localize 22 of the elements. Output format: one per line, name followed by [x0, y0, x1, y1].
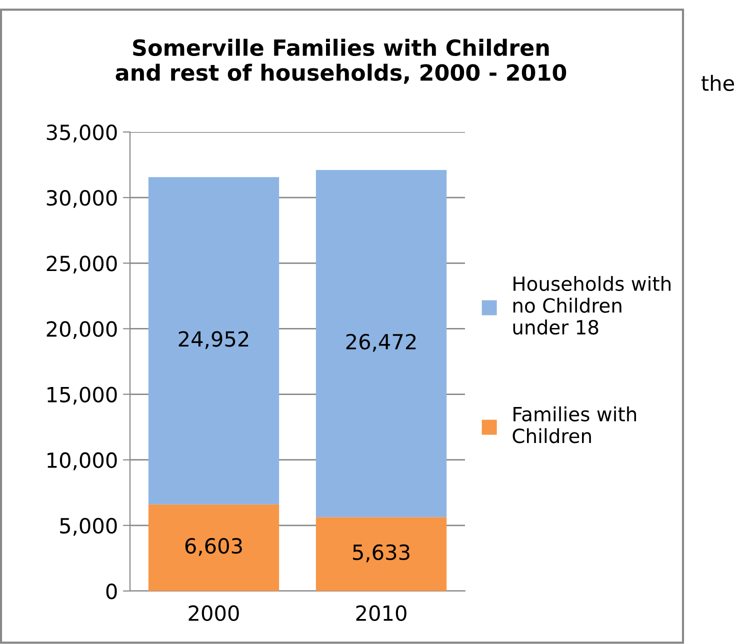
x-tick-label: 2000 — [188, 605, 239, 622]
bar — [316, 517, 447, 591]
x-tick-label: 2010 — [356, 605, 406, 622]
y-tick-label: 5,000 — [60, 518, 117, 536]
y-tick-label: 25,000 — [46, 256, 117, 274]
text: the — [701, 74, 734, 92]
legend-label: Households with no Children under 18 — [513, 276, 670, 335]
data-label: 26,472 — [346, 334, 416, 352]
y-tick-label: 10,000 — [48, 452, 117, 470]
y-tick-label: 35,000 — [46, 124, 117, 142]
legend-label: Families with Children — [512, 406, 636, 444]
bar — [316, 170, 447, 518]
bar — [148, 177, 280, 504]
data-label: 24,952 — [178, 331, 248, 349]
chart-title: Somerville Families with Children and rest of households, 2000 - 2010 — [116, 38, 566, 84]
data-label: 5,633 — [353, 544, 410, 562]
bar — [148, 504, 280, 591]
y-tick-label: 30,000 — [46, 190, 117, 208]
y-tick-label: 15,000 — [48, 386, 117, 405]
y-tick-label: 20,000 — [46, 321, 117, 340]
data-label: 6,603 — [185, 538, 242, 556]
y-tick-label: 0 — [106, 583, 117, 600]
